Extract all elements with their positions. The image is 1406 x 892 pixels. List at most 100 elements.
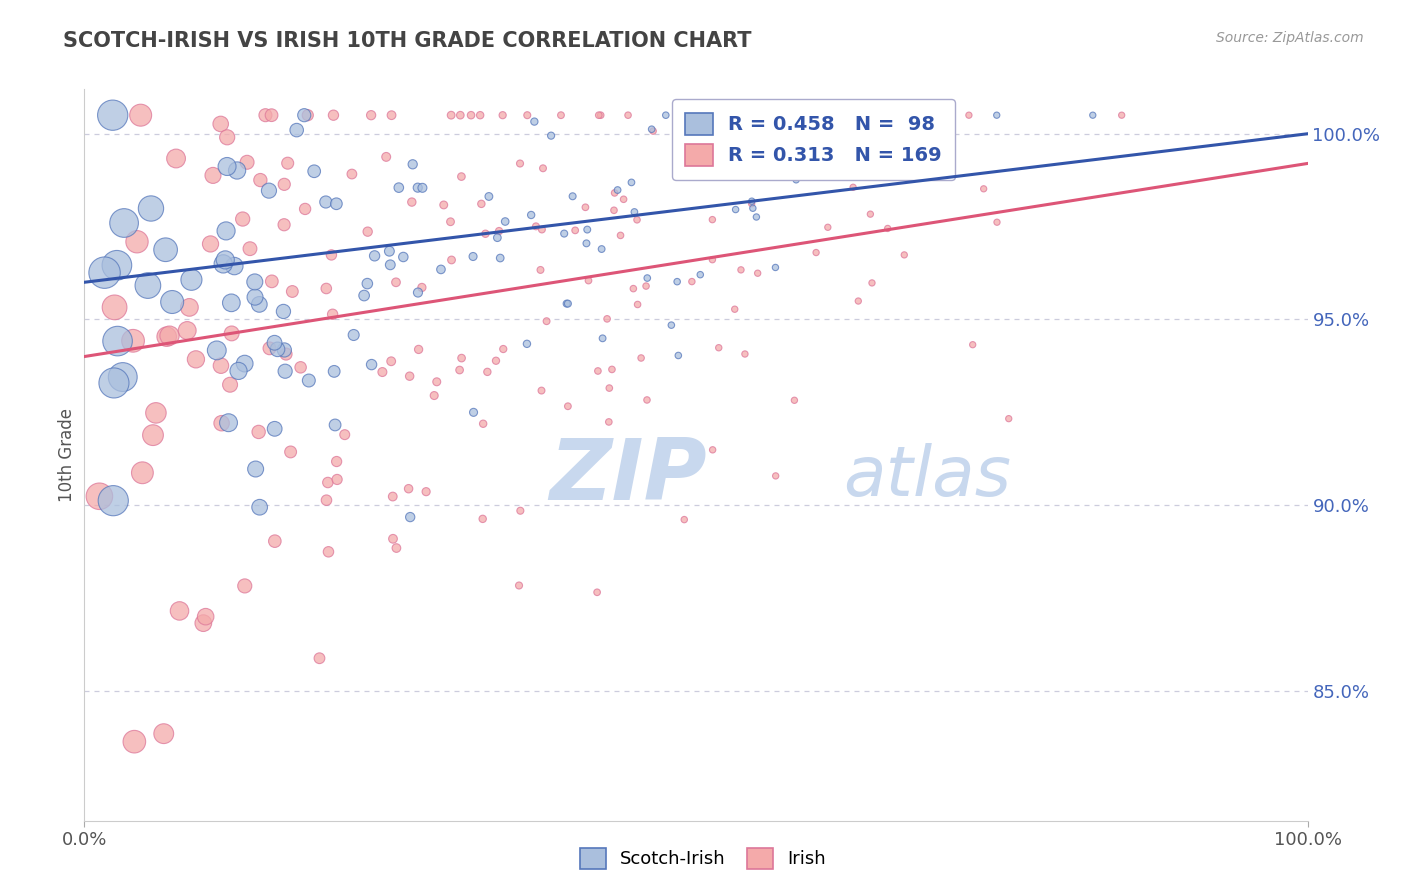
Point [659,318,682,333]
Text: Source: ZipAtlas.com: Source: ZipAtlas.com [1216,31,1364,45]
Point [401,195,423,210]
Point [957,108,980,122]
Point [266,343,288,357]
Point [249,173,271,187]
Point [655,108,678,122]
Point [357,225,380,239]
Point [557,399,579,413]
Point [356,277,378,291]
Point [212,257,235,271]
Point [702,442,724,457]
Point [142,428,165,442]
Point [492,108,515,122]
Point [509,504,531,518]
Point [323,417,346,432]
Point [209,359,232,373]
Point [492,342,515,356]
Point [516,336,538,351]
Point [523,114,546,128]
Point [973,182,995,196]
Point [613,192,636,206]
Point [411,280,433,294]
Point [101,108,124,122]
Point [478,189,501,203]
Point [679,108,702,122]
Point [388,180,411,194]
Point [486,230,509,244]
Point [145,406,167,420]
Point [294,202,316,216]
Point [343,328,366,343]
Point [636,392,658,407]
Point [398,369,420,384]
Point [640,122,662,136]
Point [463,405,485,419]
Point [440,108,463,122]
Point [730,263,752,277]
Point [666,275,689,289]
Point [860,276,883,290]
Point [666,349,689,363]
Point [131,466,153,480]
Point [665,108,688,122]
Point [290,360,312,375]
Point [308,651,330,665]
Point [273,178,295,192]
Point [333,427,356,442]
Point [450,351,472,365]
Point [124,734,146,748]
Point [557,296,579,310]
Point [321,248,343,262]
Point [516,108,538,122]
Point [211,416,233,430]
Point [876,221,898,235]
Point [449,363,471,377]
Point [273,343,295,357]
Legend: Scotch-Irish, Irish: Scotch-Irish, Irish [574,840,832,876]
Point [460,108,482,122]
Point [804,245,827,260]
Legend: R = 0.458   N =  98, R = 0.313   N = 169: R = 0.458 N = 98, R = 0.313 N = 169 [672,99,955,180]
Point [218,416,240,430]
Point [322,307,344,321]
Point [603,186,626,200]
Point [247,297,270,311]
Point [257,184,280,198]
Point [260,108,283,122]
Point [260,274,283,288]
Point [105,258,128,272]
Point [273,304,295,318]
Point [702,252,724,267]
Text: SCOTCH-IRISH VS IRISH 10TH GRADE CORRELATION CHART: SCOTCH-IRISH VS IRISH 10TH GRADE CORRELA… [63,31,752,51]
Point [129,108,152,122]
Point [598,415,620,429]
Point [986,108,1008,122]
Point [226,163,249,178]
Point [600,362,623,376]
Point [689,268,711,282]
Point [165,152,187,166]
Point [734,347,756,361]
Point [423,388,446,402]
Point [380,354,402,368]
Point [315,194,337,209]
Point [221,326,243,341]
Point [643,124,665,138]
Point [623,205,645,219]
Point [555,296,578,310]
Point [586,585,609,599]
Point [591,242,613,256]
Point [689,108,711,122]
Point [205,343,228,358]
Point [561,189,583,203]
Point [997,411,1019,425]
Point [470,108,492,122]
Point [530,222,553,236]
Point [626,212,648,227]
Text: ZIP: ZIP [550,435,707,518]
Point [690,108,713,122]
Point [415,484,437,499]
Point [322,108,344,122]
Point [553,227,575,241]
Point [103,376,125,390]
